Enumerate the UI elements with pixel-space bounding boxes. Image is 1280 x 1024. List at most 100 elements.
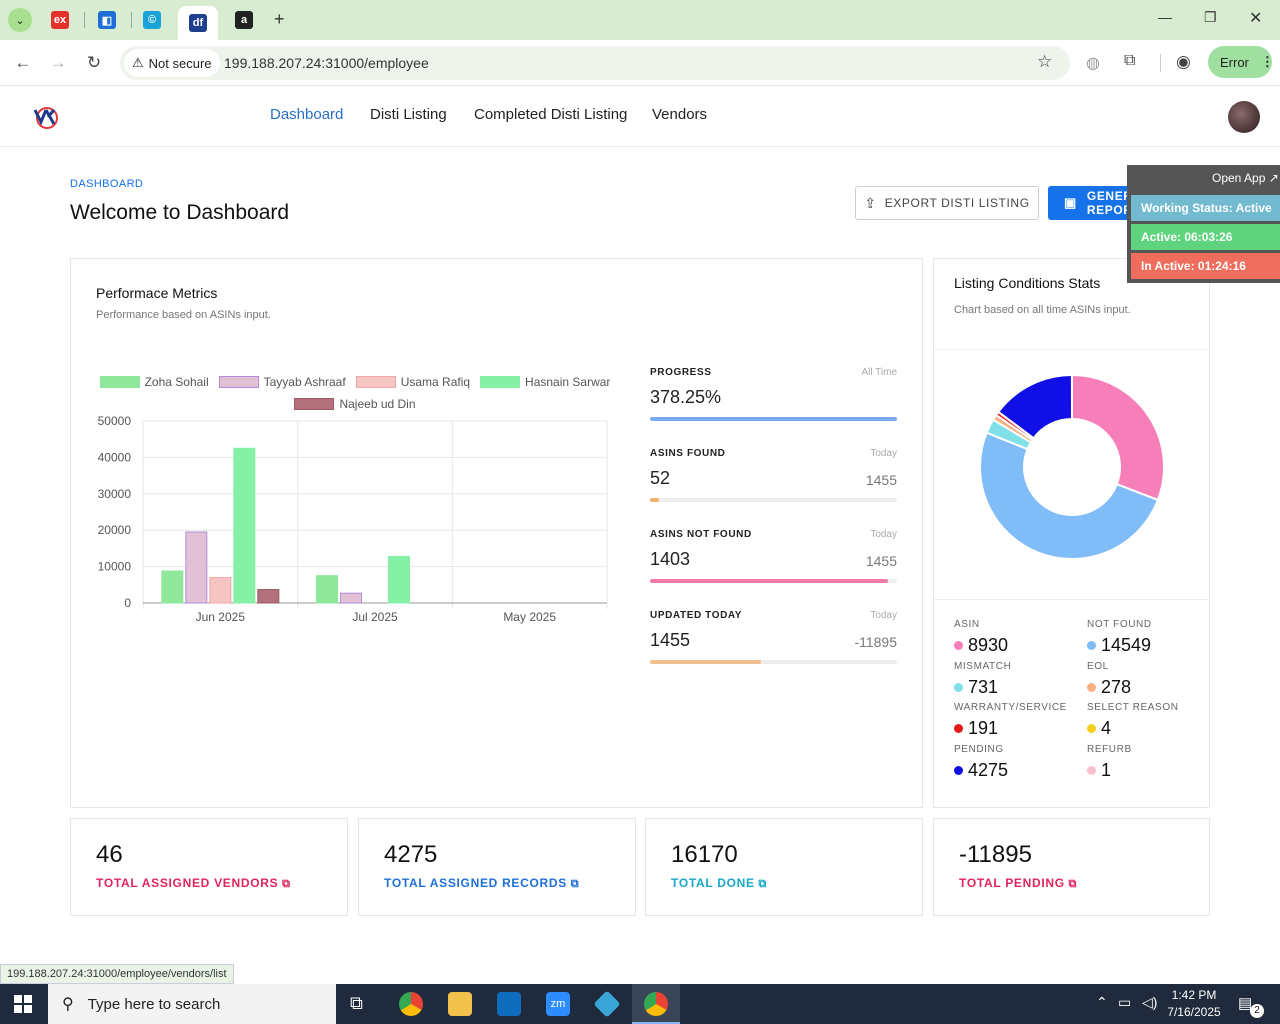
- minimize-icon[interactable]: —: [1158, 9, 1172, 25]
- legend-item[interactable]: Zoha Sohail: [99, 375, 209, 389]
- metric-block: UPDATED TODAY Today 1455 -11895: [650, 608, 897, 678]
- nav-dashboard[interactable]: Dashboard: [270, 106, 344, 123]
- zoom-icon[interactable]: zm: [546, 992, 570, 1016]
- external-link-icon: ⧉: [278, 878, 291, 890]
- metric-block: ASINS FOUND Today 52 1455: [650, 446, 897, 516]
- diamond-app-icon[interactable]: [593, 990, 621, 1018]
- open-app-link[interactable]: Open App ↗: [1212, 171, 1279, 185]
- bar-usama-rafiq[interactable]: [209, 577, 232, 604]
- volume-icon[interactable]: ◁): [1142, 994, 1158, 1010]
- legend-item[interactable]: Hasnain Sarwar: [480, 375, 610, 389]
- metric-progress-track: [650, 498, 897, 502]
- stat-number: 8930: [968, 635, 1009, 655]
- metric-block: ASINS NOT FOUND Today 1403 1455: [650, 527, 897, 597]
- reload-icon[interactable]: ↻: [86, 53, 102, 72]
- metric-value: 1403: [650, 549, 691, 569]
- legend-dot-icon: [1087, 682, 1096, 692]
- chrome-active-taskbar-button[interactable]: [632, 984, 680, 1024]
- not-secure-chip[interactable]: ⚠ Not secure: [124, 49, 220, 77]
- tab-search-chevron-icon[interactable]: ⌄: [8, 8, 32, 32]
- bar-najeeb-ud-din[interactable]: [257, 589, 280, 604]
- nav-vendors[interactable]: Vendors: [652, 106, 708, 123]
- donut-chart: [979, 373, 1165, 561]
- kpi-link[interactable]: TOTAL ASSIGNED VENDORS ⧉: [96, 876, 291, 891]
- clock-time: 1:42 PM: [1171, 988, 1217, 1002]
- taskbar-clock[interactable]: 1:42 PM 7/16/2025: [1164, 987, 1224, 1021]
- stat-value: 1: [1087, 760, 1217, 781]
- chart-legend: Zoha Sohail Tayyab Ashraaf Usama Rafiq Hasn…: [85, 371, 625, 415]
- bookmark-star-icon[interactable]: ☆: [1037, 52, 1053, 71]
- legend-item[interactable]: Tayyab Ashraaf: [218, 375, 346, 389]
- bar-tayyab-ashraaf[interactable]: [340, 592, 362, 604]
- new-tab-plus-icon[interactable]: +: [274, 9, 285, 29]
- donut-slice-not-found[interactable]: [979, 431, 1160, 561]
- legend-item[interactable]: Najeeb ud Din: [294, 397, 416, 411]
- save-disk-icon: ▣: [1064, 195, 1077, 210]
- stat-number: 4275: [968, 759, 1009, 780]
- kpi-link[interactable]: TOTAL PENDING ⧉: [959, 876, 1077, 891]
- bar-zoha-sohail[interactable]: [316, 575, 338, 604]
- file-explorer-icon[interactable]: [448, 992, 472, 1016]
- avatar[interactable]: [1228, 101, 1260, 133]
- metric-right-value: 1455: [865, 472, 897, 488]
- stat-label: REFURB: [1087, 743, 1132, 755]
- outlook-icon[interactable]: [497, 992, 521, 1016]
- tab-3-active[interactable]: df: [178, 6, 218, 40]
- donut-slice-asin[interactable]: [1071, 373, 1165, 502]
- status-url-tooltip: 199.188.207.24:31000/employee/vendors/li…: [0, 964, 234, 984]
- bar-tayyab-ashraaf[interactable]: [185, 531, 208, 604]
- stat-item: WARRANTY/SERVICE 191: [954, 702, 1084, 739]
- globe-icon[interactable]: ◍: [1086, 55, 1100, 72]
- nav-disti-listing[interactable]: Disti Listing: [370, 106, 447, 123]
- upload-icon: ⇪: [864, 194, 877, 211]
- metrics-panel: PROGRESS All Time 378.25% ASINS FOUND Today 5…: [650, 365, 897, 685]
- taskbar-search-box[interactable]: ⚲ Type here to search: [48, 984, 336, 1024]
- legend-dot-icon: [1087, 641, 1096, 650]
- tab-2[interactable]: ©: [132, 6, 172, 34]
- legend-dot-icon: [954, 641, 963, 650]
- error-button[interactable]: Error ⋮: [1208, 46, 1274, 78]
- stat-label: MISMATCH: [954, 660, 1012, 672]
- restore-icon[interactable]: ❐: [1204, 9, 1217, 25]
- chrome-icon[interactable]: [399, 992, 423, 1016]
- close-window-icon[interactable]: ✕: [1249, 10, 1263, 27]
- stat-label: ASIN: [954, 619, 980, 630]
- profile-icon[interactable]: ◉: [1176, 52, 1191, 71]
- bar-hasnain-sarwar[interactable]: [233, 447, 256, 604]
- url-text[interactable]: 199.188.207.24:31000/employee: [224, 55, 429, 71]
- performance-title: Performace Metrics: [96, 285, 218, 301]
- back-arrow-icon[interactable]: ←: [14, 53, 32, 72]
- extensions-puzzle-icon[interactable]: ⧉: [1124, 52, 1136, 69]
- kpi-label: TOTAL DONE: [671, 876, 755, 890]
- kpi-link[interactable]: TOTAL ASSIGNED RECORDS ⧉: [384, 876, 579, 891]
- x-tick-label: Jun 2025: [196, 610, 246, 624]
- network-icon[interactable]: ▭: [1118, 994, 1132, 1010]
- bar-zoha-sohail[interactable]: [161, 570, 184, 604]
- external-link-icon: ⧉: [566, 878, 580, 890]
- kpi-card-total-pending: -11895 TOTAL PENDING ⧉: [933, 818, 1210, 916]
- tab-4[interactable]: a: [224, 6, 264, 34]
- forward-arrow-icon[interactable]: →: [49, 53, 67, 72]
- nav-completed-disti-listing[interactable]: Completed Disti Listing: [474, 106, 628, 123]
- notification-badge: 2: [1250, 1004, 1264, 1018]
- tab-0[interactable]: ex: [40, 6, 80, 34]
- breadcrumb[interactable]: DASHBOARD: [70, 178, 144, 190]
- windows-start-icon[interactable]: [14, 995, 32, 1013]
- address-bar: ← → ↻ ⚠ Not secure 199.188.207.24:31000/…: [0, 40, 1280, 86]
- kpi-value: 16170: [671, 841, 738, 868]
- legend-item[interactable]: Usama Rafiq: [355, 375, 470, 389]
- listing-subtitle: Chart based on all time ASINs input.: [954, 304, 1131, 316]
- legend-swatch: [294, 398, 335, 410]
- kpi-link[interactable]: TOTAL DONE ⧉: [671, 876, 767, 891]
- legend-label: Tayyab Ashraaf: [263, 375, 346, 389]
- tab-1[interactable]: ◧: [87, 6, 127, 34]
- export-disti-listing-button[interactable]: ⇪ EXPORT DISTI LISTING: [855, 186, 1039, 220]
- bar-hasnain-sarwar[interactable]: [388, 555, 410, 604]
- y-tick-label: 10000: [98, 560, 132, 574]
- notification-icon[interactable]: ▤: [1238, 995, 1253, 1012]
- bar-chart: 0 10000 20000 30000 40000 50000 Jun 2025 Jul 20…: [98, 414, 608, 624]
- task-view-icon[interactable]: ⧉: [350, 993, 363, 1013]
- omnibox[interactable]: ⚠ Not secure 199.188.207.24:31000/employ…: [120, 46, 1070, 80]
- tray-chevron-icon[interactable]: ⌃: [1096, 994, 1108, 1010]
- uk-logo-icon[interactable]: [32, 104, 60, 130]
